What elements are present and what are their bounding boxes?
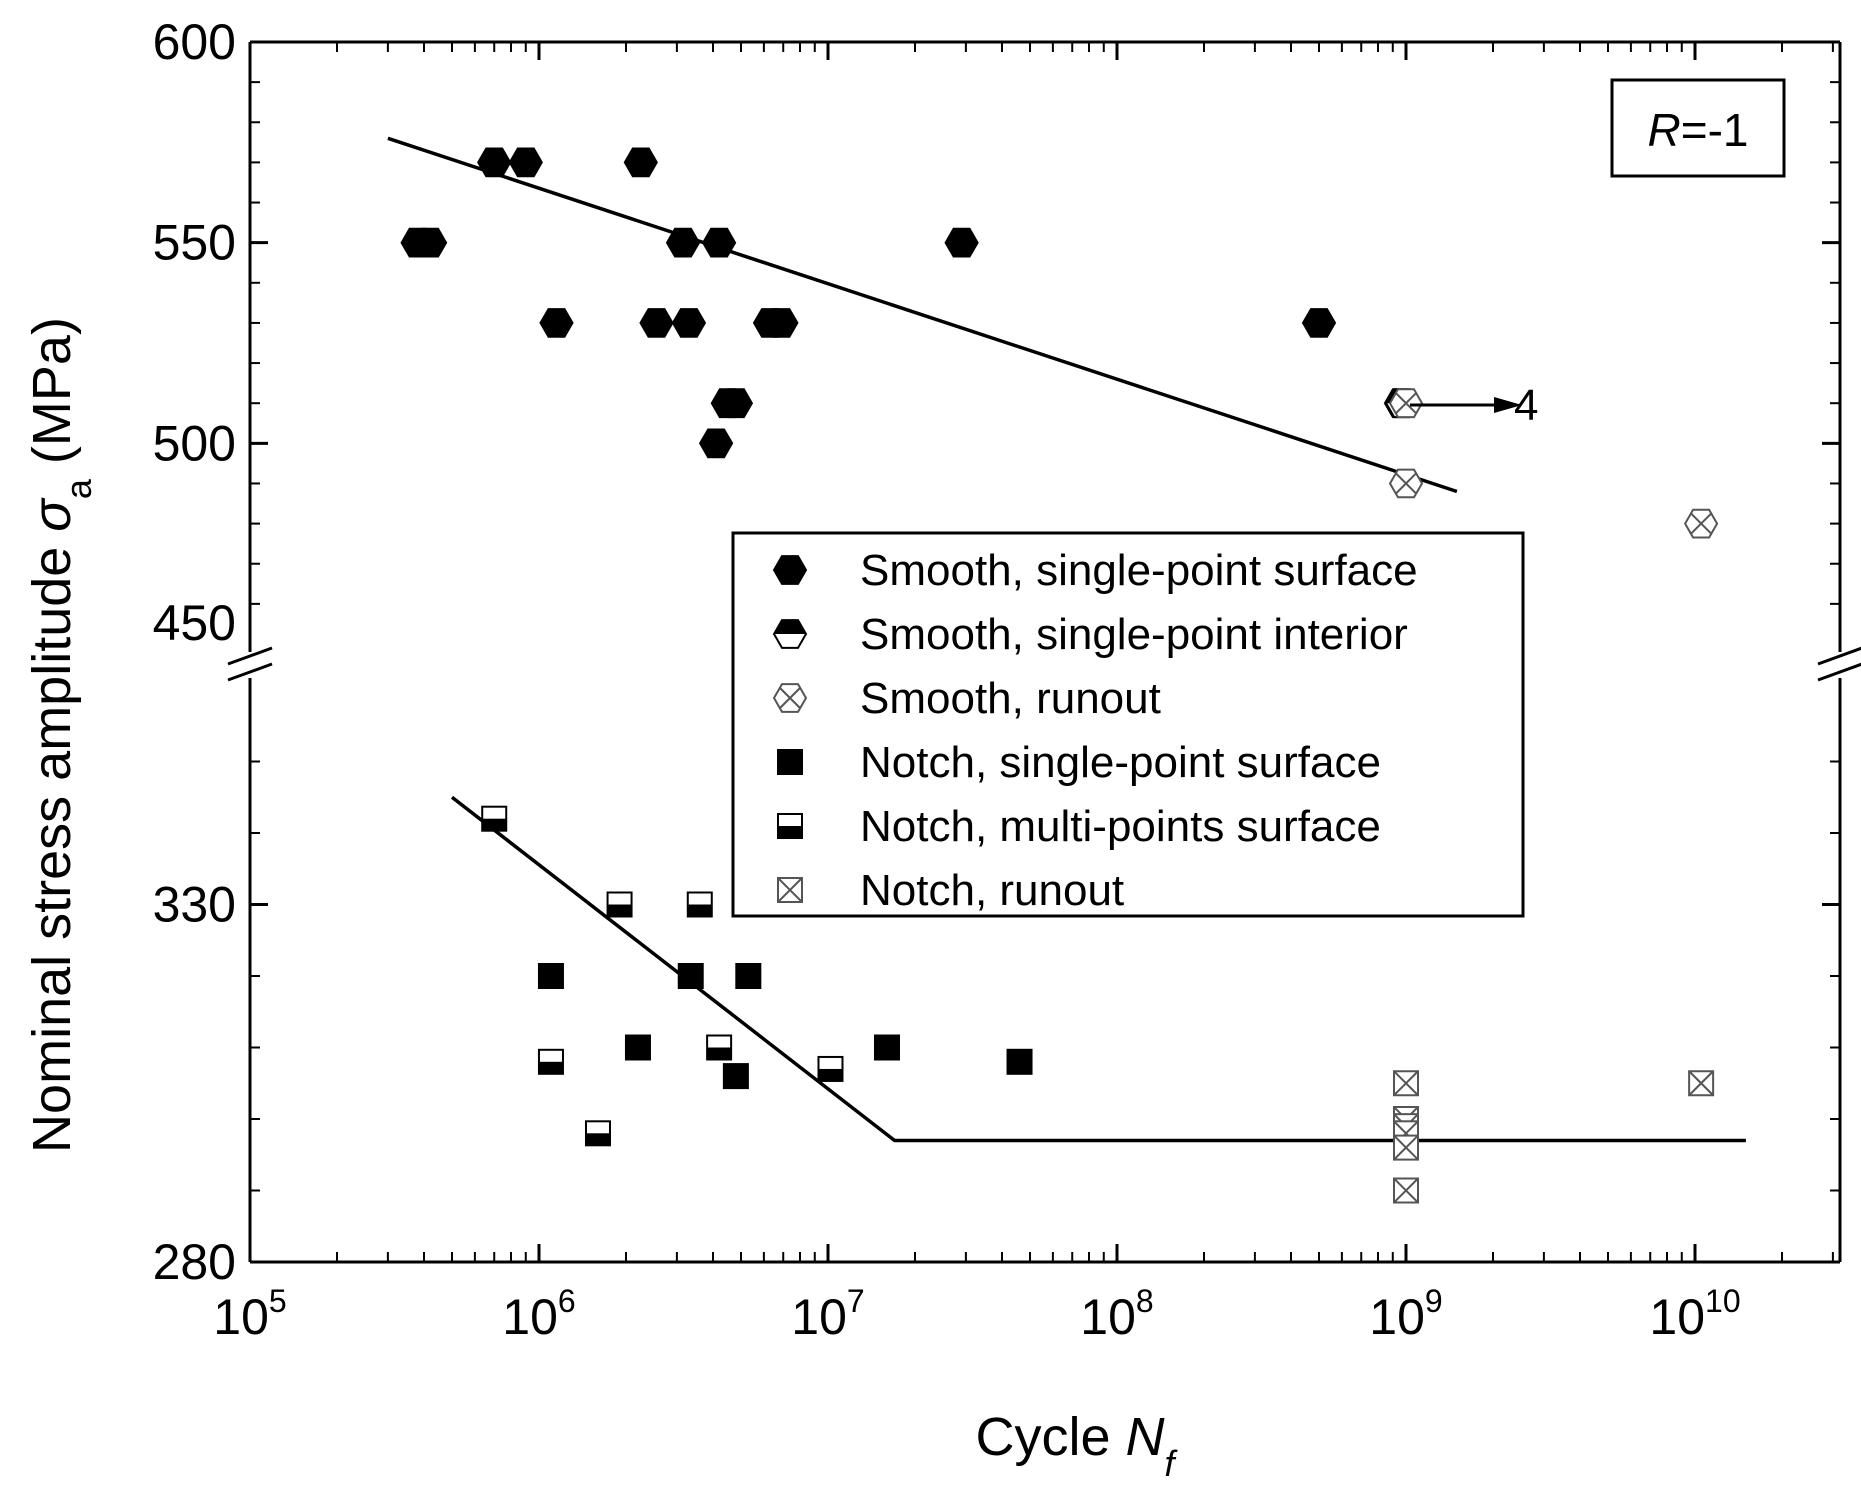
data-point [537, 963, 564, 989]
x-axis-title: Cycle Nf [975, 1407, 1178, 1484]
notch-fit-line [450, 795, 1746, 1143]
x-tick-label: 107 [791, 1283, 864, 1345]
data-point [1388, 468, 1424, 499]
legend-marker [772, 619, 808, 649]
runout-count-annotation: 4 [1410, 381, 1538, 430]
axis-break-mark-left [227, 646, 273, 666]
data-point [1006, 1048, 1033, 1075]
axis-break-mark-left [227, 662, 273, 682]
y-axis-title: Nominal stress amplitude σa (MPa) [22, 317, 99, 1153]
y-tick-label: 500 [153, 415, 236, 471]
data-point [701, 227, 737, 258]
y-tick-label: 600 [153, 14, 236, 70]
data-point [686, 891, 713, 918]
legend-label: Notch, single-point surface [860, 738, 1381, 787]
data-point [722, 1063, 749, 1090]
y-tick-label: 450 [153, 595, 236, 651]
y-tick-label: 330 [153, 877, 236, 933]
axis-ticks [248, 40, 1840, 1264]
x-tick-label: 1010 [1649, 1283, 1740, 1345]
y-tick-label: 550 [153, 215, 236, 271]
r-ratio-box: R=-1 [1610, 78, 1786, 178]
data-point [764, 308, 799, 338]
x-tick-label: 105 [213, 1283, 286, 1345]
data-point [671, 308, 707, 338]
r-symbol: R [1648, 104, 1681, 156]
data-points [400, 147, 1719, 1204]
data-point [1683, 508, 1719, 539]
data-point [606, 891, 633, 918]
tick-labels: 105 106 107 108 109 1010 450 500 550 600 280 330 [153, 14, 1741, 1345]
legend-marker [772, 555, 808, 585]
data-point [537, 1048, 564, 1075]
data-point [706, 1034, 733, 1061]
data-point [1393, 1070, 1419, 1097]
data-point [584, 1120, 611, 1147]
data-point [677, 963, 704, 989]
data-point [508, 147, 543, 178]
data-point [1688, 1070, 1715, 1097]
data-point [665, 227, 701, 258]
data-point [817, 1055, 844, 1082]
plot-frame [227, 40, 1861, 1264]
data-point [718, 388, 754, 419]
axis-break-mark-right [1817, 662, 1861, 682]
data-point [481, 805, 508, 832]
legend-label: Notch, runout [860, 866, 1124, 915]
legend-label: Smooth, single-point surface [860, 546, 1418, 595]
axis-break-mark-right [1817, 646, 1861, 666]
data-point [639, 308, 674, 338]
data-point [412, 227, 448, 258]
runout-count-label: 4 [1514, 381, 1538, 430]
data-point [698, 428, 734, 459]
smooth-fit-line [387, 136, 1458, 494]
data-point [1301, 308, 1337, 338]
data-point [623, 147, 658, 178]
y-tick-label: 280 [153, 1234, 236, 1290]
data-point [944, 227, 979, 258]
data-point [477, 147, 512, 178]
legend-label: Notch, multi-points surface [860, 802, 1381, 851]
data-point [624, 1034, 651, 1061]
data-point [1393, 1177, 1419, 1204]
legend-marker [772, 683, 808, 713]
data-point [1393, 1134, 1419, 1161]
data-point [1388, 388, 1424, 419]
fit-lines [387, 136, 1746, 1143]
legend-marker [777, 749, 803, 775]
legend: Smooth, single-point surface Smooth, sing… [731, 531, 1525, 918]
legend-marker [777, 813, 803, 839]
legend-label: Smooth, runout [860, 674, 1161, 723]
svg-text:R=-1: R=-1 [1648, 104, 1749, 156]
legend-label: Smooth, single-point interior [860, 610, 1408, 659]
arrow-icon [1494, 397, 1522, 413]
data-point [873, 1034, 900, 1061]
data-point [735, 963, 762, 989]
data-point [539, 308, 574, 338]
legend-marker [777, 877, 803, 903]
x-tick-label: 109 [1369, 1283, 1442, 1345]
x-tick-label: 108 [1080, 1283, 1153, 1345]
legend-box [731, 531, 1525, 918]
r-value: =-1 [1681, 104, 1749, 156]
x-tick-label: 106 [502, 1283, 575, 1345]
